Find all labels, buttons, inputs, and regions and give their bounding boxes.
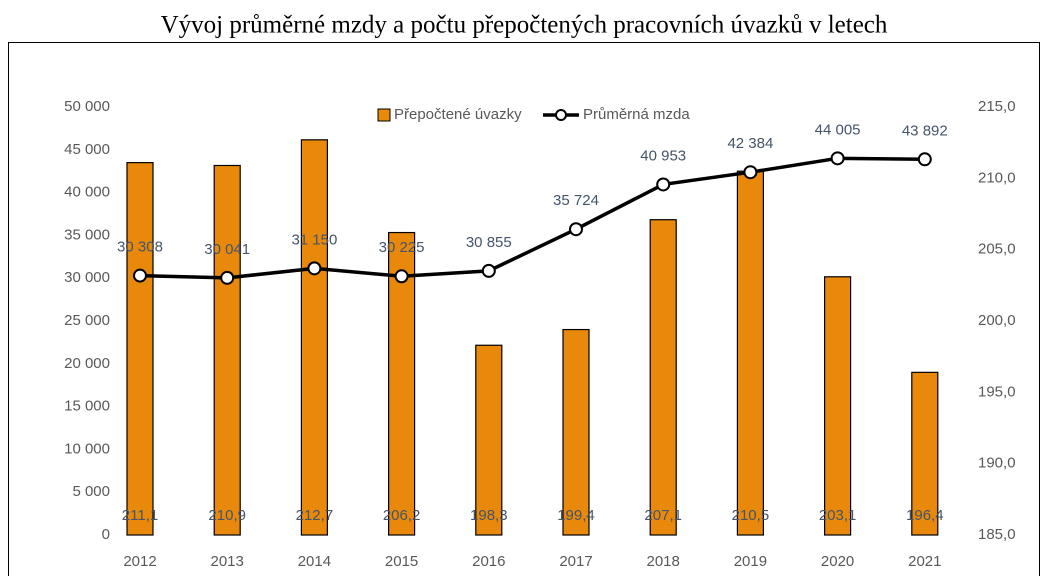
bar <box>213 164 241 536</box>
y-tick-label: 45 000 <box>64 141 110 158</box>
line-marker <box>656 177 671 192</box>
line-marker <box>481 263 496 278</box>
data-label: 206,2 <box>383 507 421 524</box>
bar <box>911 371 939 536</box>
y2-tick-label: 215,0 <box>978 98 1016 115</box>
y2-tick-label: 185,0 <box>978 526 1016 543</box>
y2-tick-label: 190,0 <box>978 455 1016 472</box>
line-marker <box>220 270 235 285</box>
data-label: 30 225 <box>379 239 425 256</box>
y-tick-label: 25 000 <box>64 312 110 329</box>
y-tick-label: 5 000 <box>72 483 110 500</box>
line <box>139 156 925 280</box>
data-label: 30 308 <box>117 239 163 256</box>
bar <box>475 344 503 536</box>
line-marker <box>743 165 758 180</box>
line-marker <box>830 151 845 166</box>
data-label: 30 041 <box>204 241 250 258</box>
x-tick-label: 2018 <box>647 553 680 570</box>
bar <box>300 139 328 536</box>
x-tick-label: 2020 <box>821 553 854 570</box>
data-label: 203,1 <box>819 507 857 524</box>
legend-label: Průměrná mzda <box>583 106 690 123</box>
y-tick-label: 30 000 <box>64 269 110 286</box>
y2-tick-label: 200,0 <box>978 312 1016 329</box>
bar <box>736 170 765 536</box>
y2-tick-label: 210,0 <box>978 169 1016 186</box>
y-tick-label: 40 000 <box>64 184 110 201</box>
line-marker <box>569 222 583 237</box>
data-label: 210,5 <box>732 507 770 524</box>
bar <box>649 219 677 536</box>
y-tick-label: 15 000 <box>64 398 110 415</box>
x-tick-label: 2021 <box>908 553 941 570</box>
data-label: 207,1 <box>644 507 682 524</box>
bar <box>823 276 852 536</box>
line-marker <box>917 152 932 167</box>
line-marker <box>307 261 322 276</box>
data-label: 212,7 <box>296 507 334 524</box>
data-label: 35 724 <box>553 192 599 209</box>
chart-title: Vývoj průměrné mzdy a počtu přepočtených… <box>161 12 888 39</box>
y-tick-label: 50 000 <box>64 98 110 115</box>
x-tick-label: 2019 <box>734 553 767 570</box>
legend-swatch <box>555 109 567 121</box>
legend-swatch <box>377 108 391 122</box>
y2-tick-label: 205,0 <box>978 241 1016 258</box>
y-tick-label: 0 <box>102 526 110 543</box>
data-label: 196,4 <box>906 507 944 524</box>
x-tick-label: 2016 <box>472 553 505 570</box>
data-label: 199,4 <box>557 507 595 524</box>
data-label: 211,1 <box>122 507 158 524</box>
x-tick-label: 2013 <box>211 553 244 570</box>
y-tick-label: 35 000 <box>64 226 110 243</box>
x-tick-label: 2012 <box>123 553 156 570</box>
y-tick-label: 10 000 <box>64 440 110 457</box>
data-label: 30 855 <box>466 234 512 251</box>
data-label: 42 384 <box>727 135 773 152</box>
data-label: 210,9 <box>208 507 246 524</box>
line-marker <box>133 268 147 283</box>
data-label: 31 150 <box>291 231 337 248</box>
data-label: 198,3 <box>470 507 508 524</box>
y2-tick-label: 195,0 <box>978 383 1016 400</box>
x-tick-label: 2017 <box>559 553 592 570</box>
line-marker <box>394 269 409 284</box>
bar <box>562 328 590 536</box>
data-label: 44 005 <box>815 121 861 138</box>
y-tick-label: 20 000 <box>64 355 110 372</box>
x-tick-label: 2015 <box>385 553 418 570</box>
data-label: 40 953 <box>640 147 686 164</box>
bar <box>126 162 154 536</box>
data-label: 43 892 <box>902 122 948 139</box>
x-tick-label: 2014 <box>298 553 331 570</box>
chart-frame <box>8 42 1040 576</box>
legend-label: Přepočtené úvazky <box>394 106 522 123</box>
